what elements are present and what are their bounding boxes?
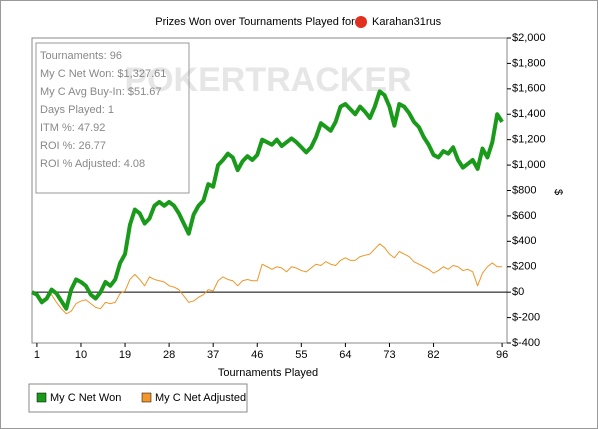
x-axis-label: Tournaments Played <box>218 367 318 379</box>
watermark: POKERTRACKER <box>124 61 411 99</box>
series-line <box>31 89 504 311</box>
x-tick-label: 64 <box>339 349 351 361</box>
stat-line: ITM %: 47.92 <box>40 122 105 134</box>
y-tick-label: $200 <box>512 261 536 273</box>
stat-line: My C Avg Buy-In: $51.67 <box>40 86 161 98</box>
x-tick-label: 1 <box>34 349 40 361</box>
y-tick-label: $1,000 <box>512 159 546 171</box>
y-tick-label: $-200 <box>512 311 540 323</box>
x-tick-label: 96 <box>496 349 508 361</box>
stat-line: Tournaments: 96 <box>40 50 122 62</box>
stats-box <box>35 42 190 194</box>
y-tick-label: $2,000 <box>512 32 546 44</box>
legend-label: My C Net Won <box>50 392 121 404</box>
y-axis-label: $ <box>552 189 564 195</box>
series-line <box>31 243 503 315</box>
legend-label: My C Net Adjusted <box>155 392 246 404</box>
x-tick-label: 55 <box>295 349 307 361</box>
x-tick-label: 19 <box>119 349 131 361</box>
legend-swatch <box>141 392 152 403</box>
player-name: Karahan31rus <box>372 16 442 28</box>
x-tick-label: 73 <box>383 349 395 361</box>
x-tick-label: 82 <box>427 349 439 361</box>
y-tick-label: $1,400 <box>512 108 546 120</box>
chart-title: Prizes Won over Tournaments Played for <box>155 16 355 28</box>
player-icon <box>355 16 367 28</box>
y-tick-label: $600 <box>512 210 536 222</box>
x-tick-label: 28 <box>163 349 175 361</box>
y-tick-label: $800 <box>512 184 536 196</box>
stat-line: My C Net Won: $1,327.61 <box>40 68 166 80</box>
y-tick-label: $1,600 <box>512 83 546 95</box>
y-tick-label: $1,800 <box>512 57 546 69</box>
legend-swatch <box>36 392 47 403</box>
legend <box>28 383 248 413</box>
y-tick-label: $-400 <box>512 337 540 349</box>
y-tick-label: $400 <box>512 235 536 247</box>
x-tick-label: 10 <box>75 349 87 361</box>
x-tick-label: 46 <box>251 349 263 361</box>
stat-line: ROI % Adjusted: 4.08 <box>40 158 145 170</box>
y-tick-label: $1,200 <box>512 134 546 146</box>
x-tick-label: 37 <box>207 349 219 361</box>
stat-line: Days Played: 1 <box>40 104 114 116</box>
y-tick-label: $0 <box>512 286 524 298</box>
stat-line: ROI %: 26.77 <box>40 140 106 152</box>
